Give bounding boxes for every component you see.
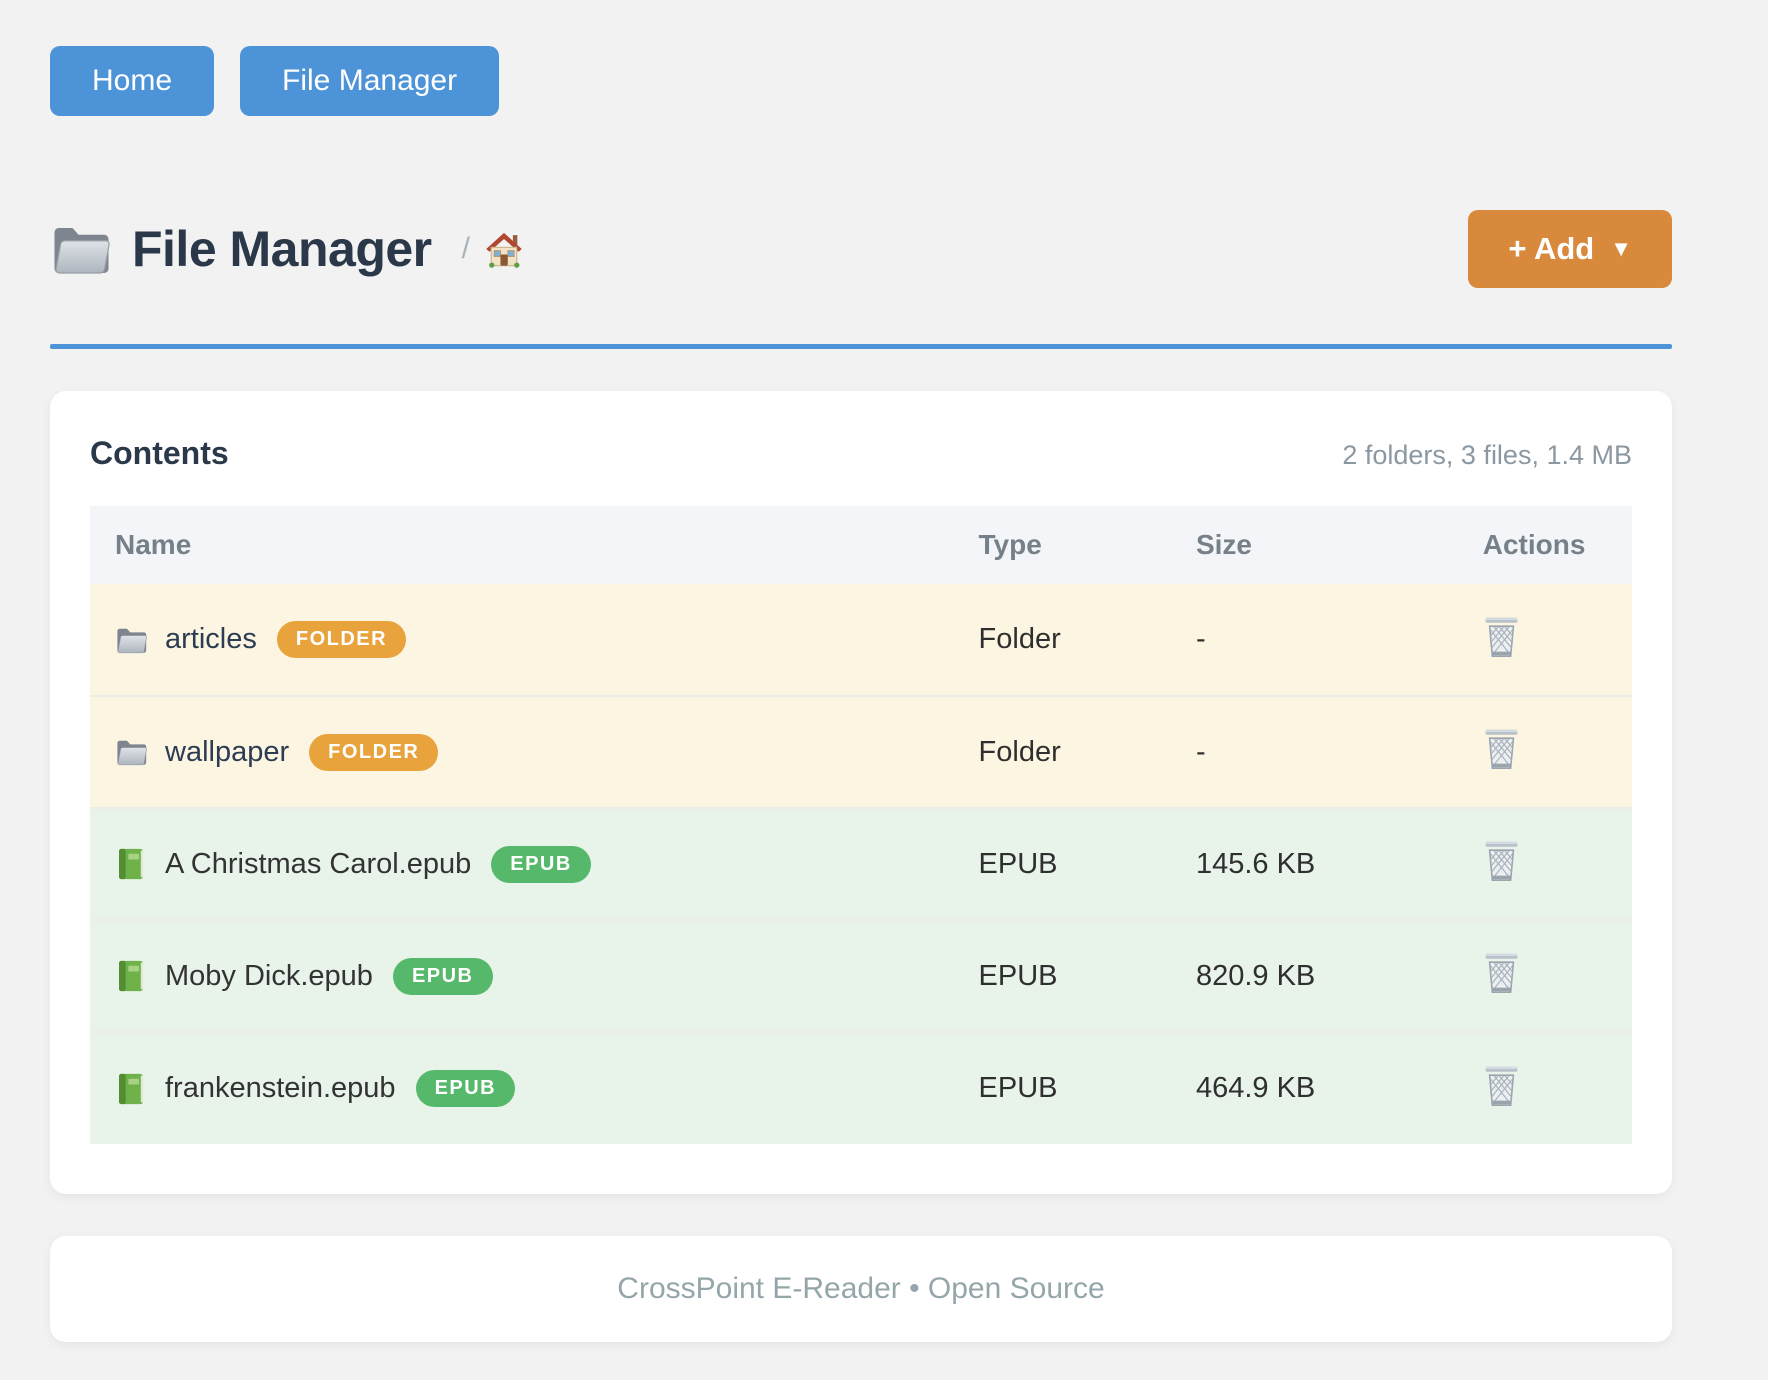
trash-icon xyxy=(1483,728,1520,771)
file-table: Name Type Size Actions articles FOLDER F… xyxy=(90,506,1632,1144)
contents-summary: 2 folders, 3 files, 1.4 MB xyxy=(1342,440,1632,470)
book-icon xyxy=(115,959,147,993)
file-type: EPUB xyxy=(978,1072,1058,1104)
delete-button[interactable] xyxy=(1483,1065,1520,1108)
file-name[interactable]: A Christmas Carol.epub xyxy=(165,847,472,880)
footer: CrossPoint E-Reader • Open Source xyxy=(50,1236,1672,1342)
file-name[interactable]: frankenstein.epub xyxy=(165,1072,396,1104)
table-row: A Christmas Carol.epub EPUB EPUB 145.6 K… xyxy=(90,808,1632,920)
file-size: - xyxy=(1195,735,1206,768)
home-icon[interactable] xyxy=(484,230,524,268)
table-row: wallpaper FOLDER Folder - xyxy=(90,696,1632,808)
contents-heading: Contents xyxy=(90,435,229,471)
delete-button[interactable] xyxy=(1483,952,1520,995)
column-header-size: Size xyxy=(1170,506,1458,584)
type-badge: FOLDER xyxy=(276,621,407,658)
footer-text: CrossPoint E-Reader • Open Source xyxy=(617,1272,1105,1305)
trash-icon xyxy=(1483,840,1520,883)
column-header-name: Name xyxy=(90,506,954,584)
book-icon xyxy=(115,1072,147,1106)
nav-file-manager-button[interactable]: File Manager xyxy=(240,46,500,116)
page-header: File Manager / + Add ▼ xyxy=(50,210,1672,288)
folder-icon xyxy=(50,222,110,276)
type-badge: EPUB xyxy=(392,957,493,995)
delete-button[interactable] xyxy=(1483,840,1520,883)
header-divider xyxy=(50,344,1672,349)
page-title: File Manager xyxy=(132,221,432,277)
file-type: Folder xyxy=(978,623,1061,655)
table-row: Moby Dick.epub EPUB EPUB 820.9 KB xyxy=(90,920,1632,1032)
table-row: frankenstein.epub EPUB EPUB 464.9 KB xyxy=(90,1032,1632,1144)
breadcrumb-separator: / xyxy=(461,232,470,265)
title-wrap: File Manager / xyxy=(50,220,524,278)
file-size: 820.9 KB xyxy=(1195,959,1316,992)
type-badge: EPUB xyxy=(415,1070,516,1107)
add-button[interactable]: + Add ▼ xyxy=(1468,210,1672,288)
nav-home-button[interactable]: Home xyxy=(50,46,215,116)
contents-card-header: Contents 2 folders, 3 files, 1.4 MB xyxy=(90,435,1632,472)
column-header-type: Type xyxy=(953,506,1171,584)
file-type: EPUB xyxy=(978,959,1058,992)
type-badge: EPUB xyxy=(491,845,591,883)
file-name[interactable]: articles xyxy=(165,623,257,655)
delete-button[interactable] xyxy=(1483,728,1520,771)
trash-icon xyxy=(1483,952,1520,995)
file-size: 464.9 KB xyxy=(1195,1072,1316,1104)
book-icon xyxy=(115,847,147,881)
table-row: articles FOLDER Folder - xyxy=(90,584,1632,696)
page: Home File Manager File Manager / + Add ▼… xyxy=(50,0,1672,1342)
delete-button[interactable] xyxy=(1483,616,1520,659)
file-name[interactable]: Moby Dick.epub xyxy=(165,959,373,992)
folder-icon xyxy=(115,735,147,769)
file-type: EPUB xyxy=(978,847,1058,880)
top-nav: Home File Manager xyxy=(50,0,1672,116)
trash-icon xyxy=(1483,616,1520,659)
trash-icon xyxy=(1483,1065,1520,1108)
file-size: 145.6 KB xyxy=(1195,847,1316,880)
table-header-row: Name Type Size Actions xyxy=(90,506,1632,584)
file-type: Folder xyxy=(978,735,1061,768)
add-button-label: + Add xyxy=(1508,231,1595,266)
folder-icon xyxy=(115,623,147,657)
type-badge: FOLDER xyxy=(309,733,439,771)
file-name[interactable]: wallpaper xyxy=(165,735,290,768)
file-size: - xyxy=(1195,623,1206,655)
column-header-actions: Actions xyxy=(1457,506,1632,584)
chevron-down-icon: ▼ xyxy=(1610,236,1632,261)
contents-card: Contents 2 folders, 3 files, 1.4 MB Name… xyxy=(50,391,1672,1194)
